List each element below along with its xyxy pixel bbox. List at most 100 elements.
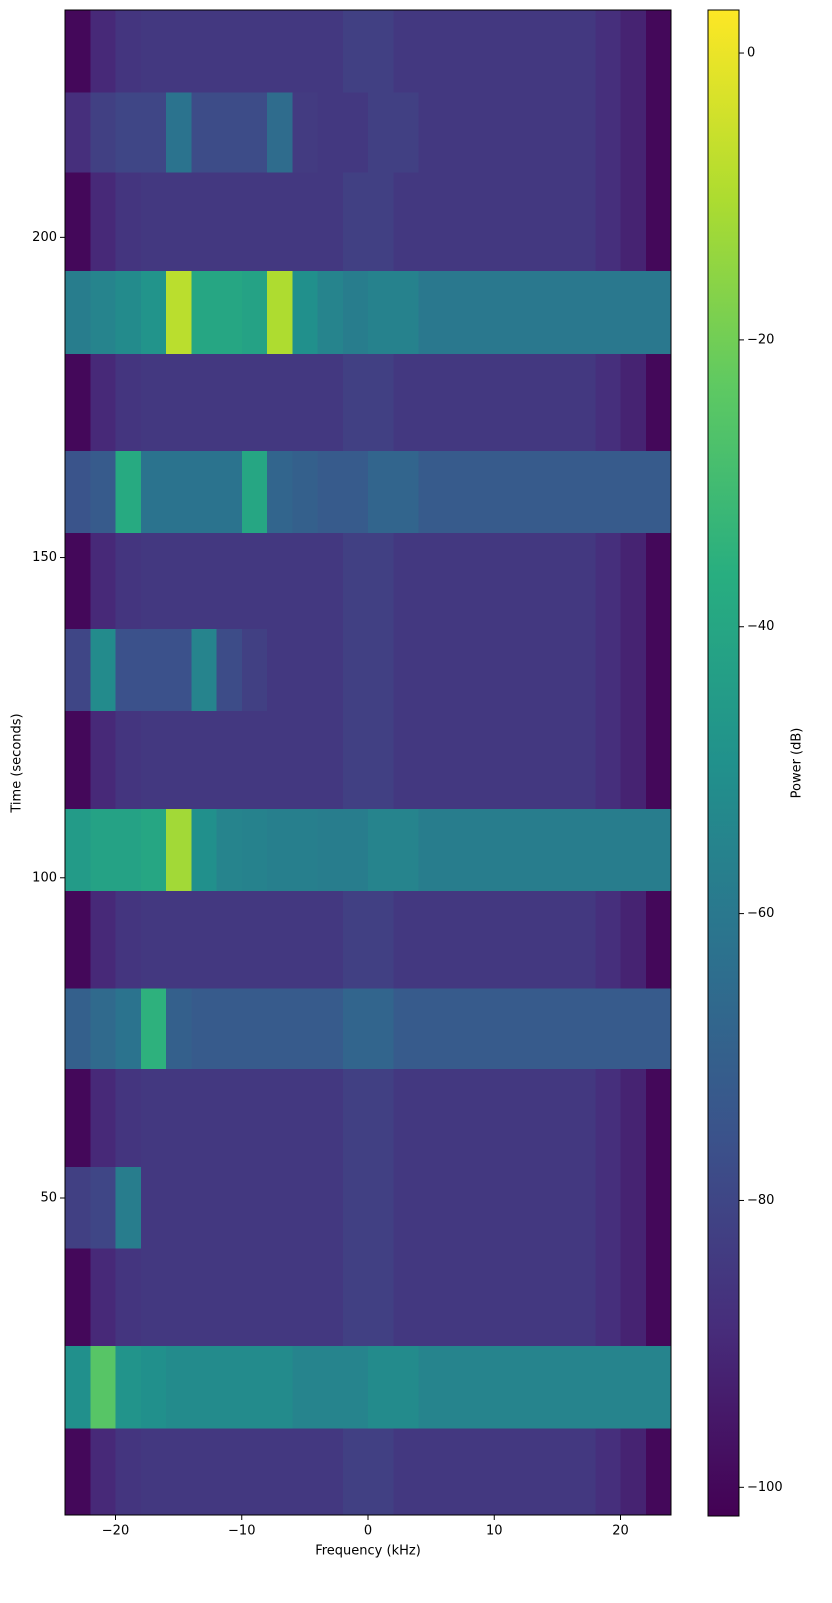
heatmap-cell (115, 270, 142, 354)
heatmap-cell (570, 172, 596, 272)
heatmap-cell (645, 450, 672, 534)
heatmap-cell (166, 808, 192, 892)
heatmap-cell (166, 172, 192, 272)
heatmap-cell (292, 10, 318, 93)
heatmap-cell (292, 1427, 318, 1516)
heatmap-cell (418, 890, 445, 989)
heatmap-cell (645, 1068, 672, 1168)
heatmap-cell (494, 1068, 520, 1168)
heatmap-cell (292, 270, 318, 354)
heatmap-cell (469, 91, 495, 173)
heatmap-cell (620, 172, 647, 272)
heatmap-cell (469, 1166, 495, 1249)
heatmap-cell (90, 1427, 116, 1516)
heatmap-cell (570, 890, 596, 989)
heatmap-cell (267, 532, 293, 630)
heatmap-cell (241, 172, 268, 272)
heatmap-cell (620, 710, 647, 810)
heatmap-cell (620, 1068, 647, 1168)
heatmap-cell (595, 1068, 621, 1168)
y-tick-label: 100 (32, 870, 57, 885)
heatmap-cell (544, 172, 571, 272)
heatmap-cell (65, 1345, 91, 1429)
heatmap-cell (140, 1427, 167, 1516)
heatmap-cell (368, 353, 394, 452)
heatmap-cell (418, 1068, 445, 1168)
heatmap-cell (317, 890, 344, 989)
heatmap-cell (342, 10, 369, 93)
heatmap-cell (267, 1068, 293, 1168)
heatmap-cell (90, 1247, 116, 1346)
heatmap-cell (544, 808, 571, 892)
heatmap-cell (469, 987, 495, 1070)
heatmap-cell (191, 270, 217, 354)
heatmap-cell (317, 270, 344, 354)
heatmap-cell (115, 10, 142, 93)
heatmap-cell (216, 808, 243, 892)
y-tick-label: 200 (32, 230, 57, 245)
heatmap-cell (342, 532, 369, 630)
heatmap-cell (115, 808, 142, 892)
heatmap-cell (368, 10, 394, 93)
heatmap-cell (393, 1345, 419, 1429)
heatmap-cell (191, 987, 217, 1070)
heatmap-cell (544, 628, 571, 712)
heatmap-cell (595, 710, 621, 810)
heatmap-cell (115, 450, 142, 534)
heatmap-cell (368, 532, 394, 630)
heatmap-cell (469, 450, 495, 534)
heatmap-cell (620, 270, 647, 354)
heatmap-cell (418, 353, 445, 452)
heatmap-cell (140, 270, 167, 354)
heatmap-cell (90, 10, 116, 93)
heatmap-cell (393, 890, 419, 989)
heatmap-cell (65, 1068, 91, 1168)
heatmap-cell (166, 1345, 192, 1429)
heatmap-cell (317, 450, 344, 534)
heatmap-cell (595, 1166, 621, 1249)
heatmap-cell (570, 1247, 596, 1346)
heatmap-cell (191, 450, 217, 534)
heatmap-cell (620, 91, 647, 173)
heatmap-cell (570, 987, 596, 1070)
heatmap-cell (368, 91, 394, 173)
heatmap-cell (191, 628, 217, 712)
heatmap-cell (65, 1247, 91, 1346)
heatmap-cell (570, 710, 596, 810)
heatmap-cell (393, 172, 419, 272)
heatmap-cell (469, 890, 495, 989)
heatmap-cell (494, 1166, 520, 1249)
heatmap-cell (166, 628, 192, 712)
heatmap-cell (443, 987, 470, 1070)
heatmap-cell (317, 987, 344, 1070)
heatmap-cell (115, 1345, 142, 1429)
heatmap-cell (570, 808, 596, 892)
heatmap-cell (368, 987, 394, 1070)
heatmap-cell (595, 1345, 621, 1429)
heatmap-cell (620, 1345, 647, 1429)
heatmap-cell (342, 710, 369, 810)
heatmap-cell (469, 628, 495, 712)
heatmap-cell (620, 1247, 647, 1346)
heatmap-cell (393, 987, 419, 1070)
heatmap-cell (65, 987, 91, 1070)
heatmap-cell (166, 710, 192, 810)
heatmap-cell (368, 628, 394, 712)
colorbar-tick-label: −60 (747, 906, 774, 921)
heatmap-cell (393, 10, 419, 93)
heatmap-cell (342, 353, 369, 452)
heatmap-cell (519, 628, 546, 712)
heatmap-cell (544, 91, 571, 173)
heatmap-cell (90, 91, 116, 173)
heatmap-cell (519, 450, 546, 534)
heatmap-cell (115, 628, 142, 712)
heatmap-cell (216, 270, 243, 354)
heatmap-cell (368, 808, 394, 892)
heatmap-cell (65, 10, 91, 93)
heatmap-cell (90, 532, 116, 630)
y-axis-label: Time (seconds) (10, 713, 25, 813)
heatmap-cell (166, 450, 192, 534)
heatmap-cell (645, 890, 672, 989)
heatmap-cell (443, 808, 470, 892)
heatmap-cell (570, 1166, 596, 1249)
